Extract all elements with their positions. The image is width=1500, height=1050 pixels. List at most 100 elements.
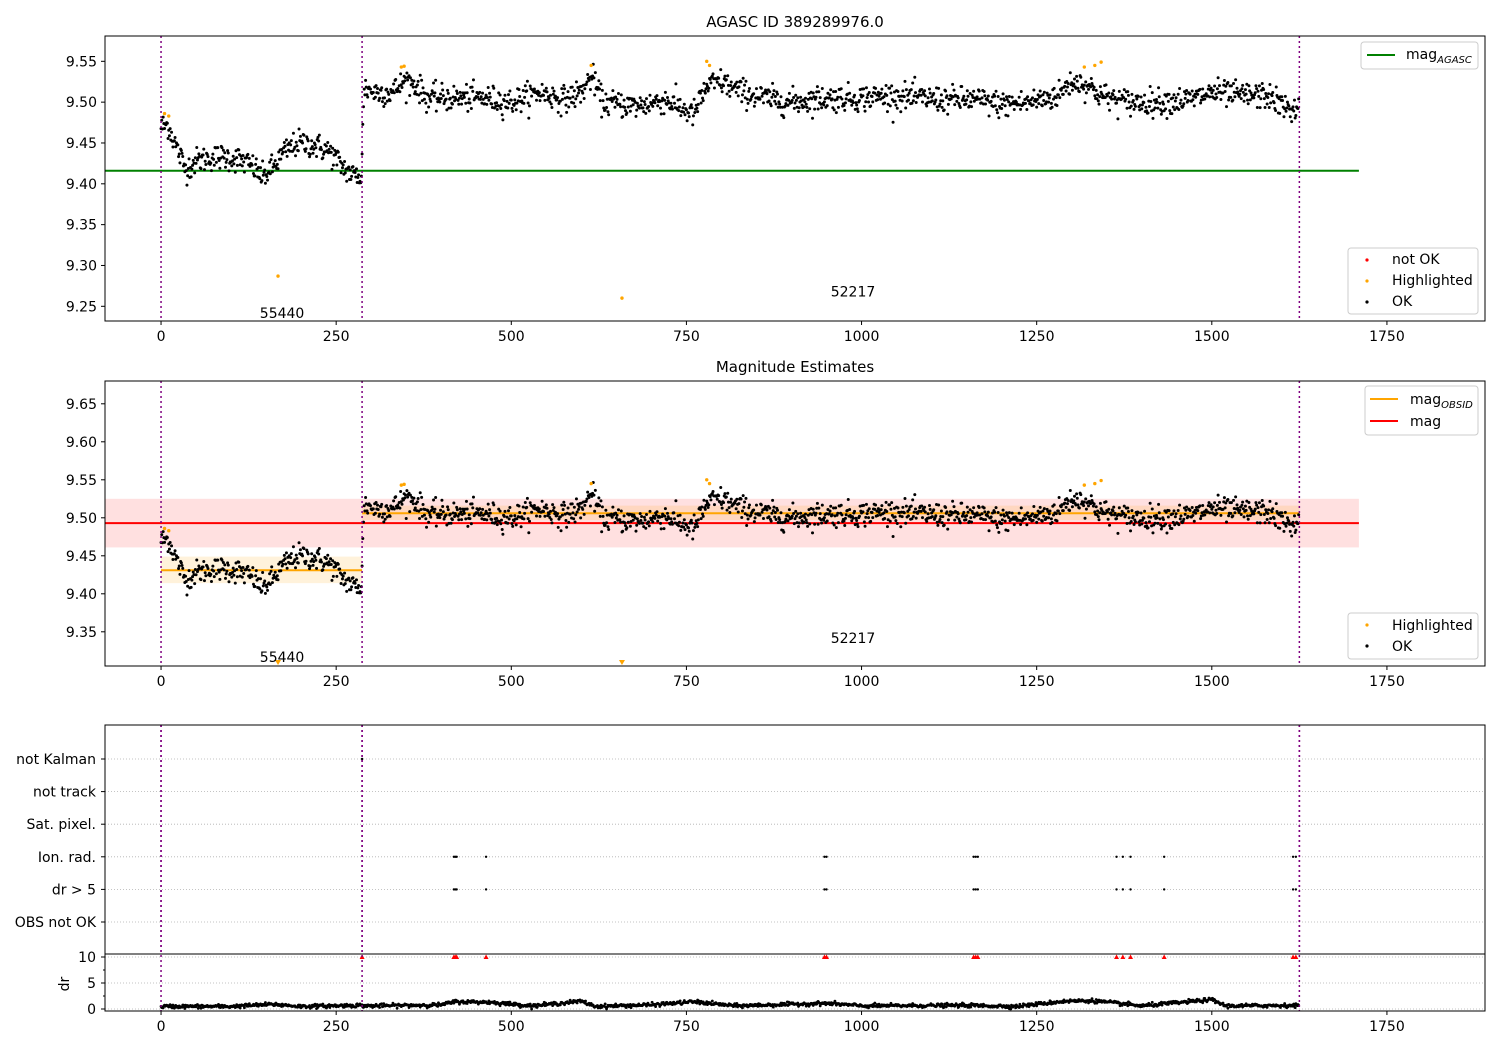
ok-point: [1225, 520, 1229, 524]
ok-point: [1040, 519, 1044, 523]
ok-point: [537, 507, 541, 511]
ok-point: [379, 505, 383, 509]
ok-point: [993, 94, 997, 98]
ok-point: [547, 96, 551, 100]
ok-point: [1031, 103, 1035, 107]
ok-point: [404, 76, 408, 80]
ok-point: [543, 514, 547, 518]
ok-point: [581, 91, 585, 95]
ok-point: [235, 163, 239, 167]
ok-point: [913, 493, 917, 497]
ok-point: [280, 560, 284, 564]
ok-point: [329, 563, 333, 567]
ok-point: [1074, 86, 1078, 90]
ok-point: [1219, 97, 1223, 101]
ok-point: [1190, 505, 1194, 509]
ok-point: [770, 511, 774, 515]
ok-point: [803, 100, 807, 104]
ok-point: [1142, 100, 1146, 104]
ok-point: [703, 507, 707, 511]
ok-point: [1129, 519, 1133, 523]
ok-point: [1297, 513, 1301, 517]
ok-point: [445, 523, 449, 527]
ok-point: [740, 93, 744, 97]
ok-point: [619, 509, 623, 513]
ok-point: [1003, 519, 1007, 523]
ok-point: [189, 585, 193, 589]
ok-point: [880, 87, 884, 91]
ok-point: [281, 150, 285, 154]
ok-point: [871, 516, 875, 520]
ok-point: [834, 506, 838, 510]
ok-point: [184, 579, 188, 583]
ok-point: [886, 518, 890, 522]
ok-point: [1237, 94, 1241, 98]
ok-point: [577, 88, 581, 92]
ok-point: [720, 506, 724, 510]
ok-point: [235, 156, 239, 160]
ok-point: [202, 579, 206, 583]
ok-point: [383, 96, 387, 100]
ok-point: [212, 575, 216, 579]
ok-point: [955, 99, 959, 103]
ok-point: [405, 489, 409, 493]
ok-point: [687, 526, 691, 530]
ok-point: [691, 114, 695, 118]
ok-point: [471, 89, 475, 93]
legend-box: [1360, 41, 1479, 70]
y-tick-label: 9.40: [66, 587, 97, 603]
x-tick-label: 1500: [1194, 329, 1230, 345]
ok-point: [604, 92, 608, 96]
ok-point: [953, 518, 957, 522]
legend-label-highlighted: Highlighted: [1392, 273, 1473, 289]
ok-point: [1107, 507, 1111, 511]
ok-point: [312, 147, 316, 151]
ok-point: [1098, 95, 1102, 99]
ok-point: [258, 587, 262, 591]
ok-point: [725, 508, 729, 512]
ok-point: [242, 581, 246, 585]
ok-point: [1095, 97, 1099, 101]
ok-point: [505, 99, 509, 103]
ok-point: [1093, 94, 1097, 98]
ok-point: [1219, 513, 1223, 517]
ok-point: [171, 145, 175, 149]
ok-point: [1129, 529, 1133, 533]
ok-point: [585, 80, 589, 84]
ok-point: [1030, 96, 1034, 100]
ok-point: [1025, 523, 1029, 527]
ok-point: [1130, 92, 1134, 96]
ok-point: [240, 575, 244, 579]
ok-point: [643, 518, 647, 522]
ok-point: [519, 110, 523, 114]
ok-point: [419, 508, 423, 512]
ok-point: [351, 576, 355, 580]
ok-point: [659, 112, 663, 116]
ok-point: [693, 110, 697, 114]
ok-point: [572, 517, 576, 521]
ok-point: [562, 500, 566, 504]
ok-point: [744, 496, 748, 500]
ok-point: [265, 585, 269, 589]
ok-point: [1023, 517, 1027, 521]
ok-point: [1179, 98, 1183, 102]
ok-point: [1246, 98, 1250, 102]
ok-point: [1140, 103, 1144, 107]
ok-point: [1150, 91, 1154, 95]
ok-point: [1170, 112, 1174, 116]
ok-point: [1173, 108, 1177, 112]
ok-point: [885, 510, 889, 514]
ok-point: [1231, 514, 1235, 518]
ok-point: [679, 114, 683, 118]
ok-point: [226, 149, 230, 153]
flag-point: [1129, 888, 1132, 891]
legend-label-sub: AGASC: [1436, 55, 1472, 66]
ok-point: [944, 505, 948, 509]
ok-point: [758, 513, 762, 517]
ok-point: [1106, 517, 1110, 521]
flag-point: [1129, 855, 1132, 858]
ok-point: [1252, 96, 1256, 100]
ok-point: [1079, 493, 1083, 497]
